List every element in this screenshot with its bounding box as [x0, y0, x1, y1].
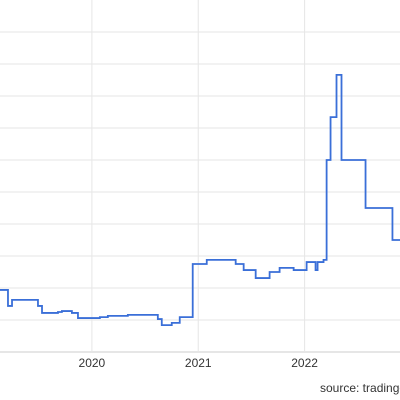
source-note: source: tradinge: [320, 381, 400, 395]
x-tick-label: 2022: [291, 356, 318, 370]
price-line: [0, 73, 400, 327]
x-tick-label: 2020: [79, 356, 106, 370]
x-tick-label: 2021: [185, 356, 212, 370]
